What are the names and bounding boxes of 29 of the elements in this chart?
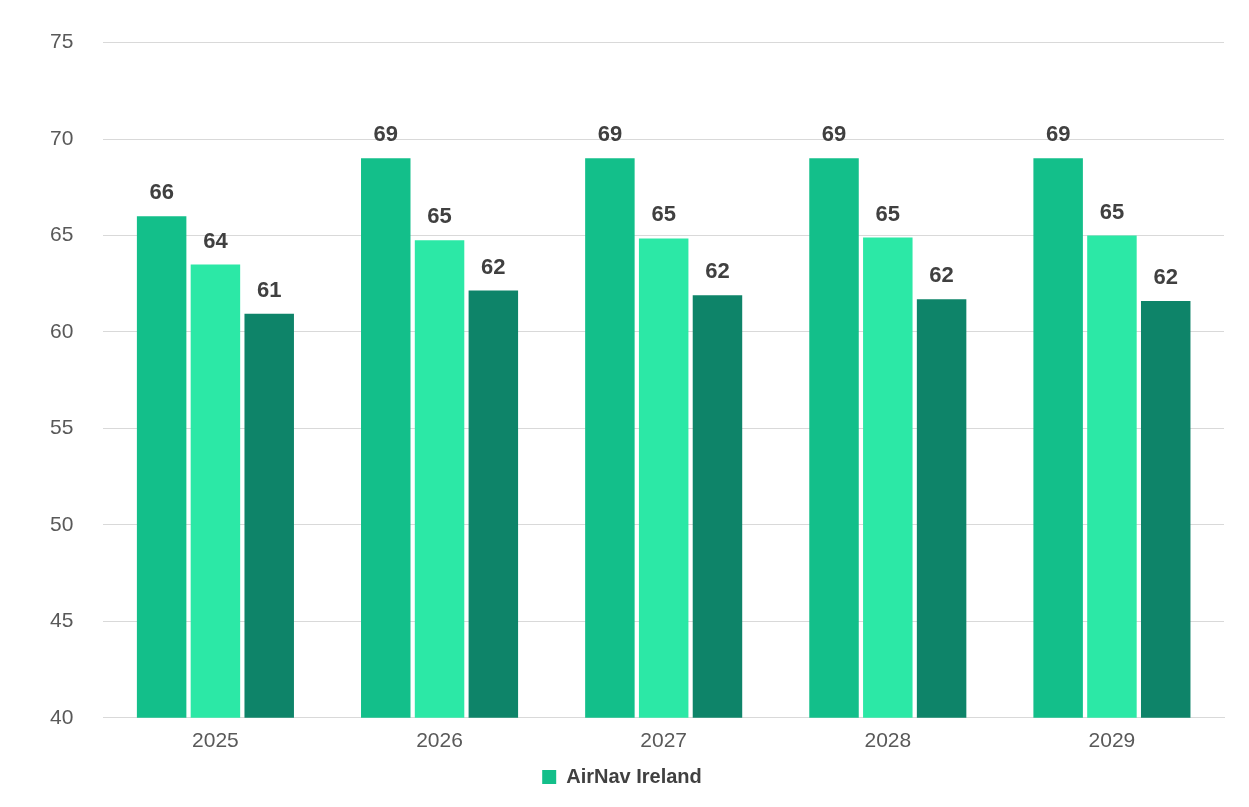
y-tick-label: 45	[50, 608, 74, 632]
data-label: 69	[373, 121, 398, 147]
data-label: 62	[1153, 264, 1178, 290]
x-tick-label: 2028	[864, 728, 912, 752]
data-label: 65	[427, 203, 452, 229]
data-label: 65	[875, 200, 901, 226]
y-tick-label: 60	[50, 318, 74, 342]
data-label: 69	[821, 121, 847, 147]
x-tick-label: 2027	[640, 728, 688, 752]
y-tick-label: 65	[50, 222, 74, 246]
data-label: 62	[481, 253, 506, 279]
y-tick-label: 70	[50, 125, 74, 149]
y-tick-label: 75	[50, 29, 74, 53]
x-tick-label: 2025	[192, 728, 239, 752]
data-label: 61	[256, 276, 282, 302]
data-label: 65	[651, 201, 676, 227]
data-label: 65	[1099, 198, 1125, 224]
data-label: 69	[597, 121, 623, 147]
data-label: 69	[1045, 121, 1071, 147]
x-tick-label: 2026	[416, 728, 463, 752]
data-label: 62	[929, 262, 954, 288]
data-label: 62	[705, 258, 730, 284]
legend-label: AirNav Ireland	[566, 764, 702, 787]
data-label: 64	[203, 227, 229, 253]
x-tick-label: 2029	[1088, 728, 1136, 752]
data-label: 66	[149, 179, 174, 205]
y-tick-label: 40	[50, 704, 74, 728]
y-tick-label: 50	[50, 511, 74, 535]
y-tick-label: 55	[50, 415, 74, 439]
